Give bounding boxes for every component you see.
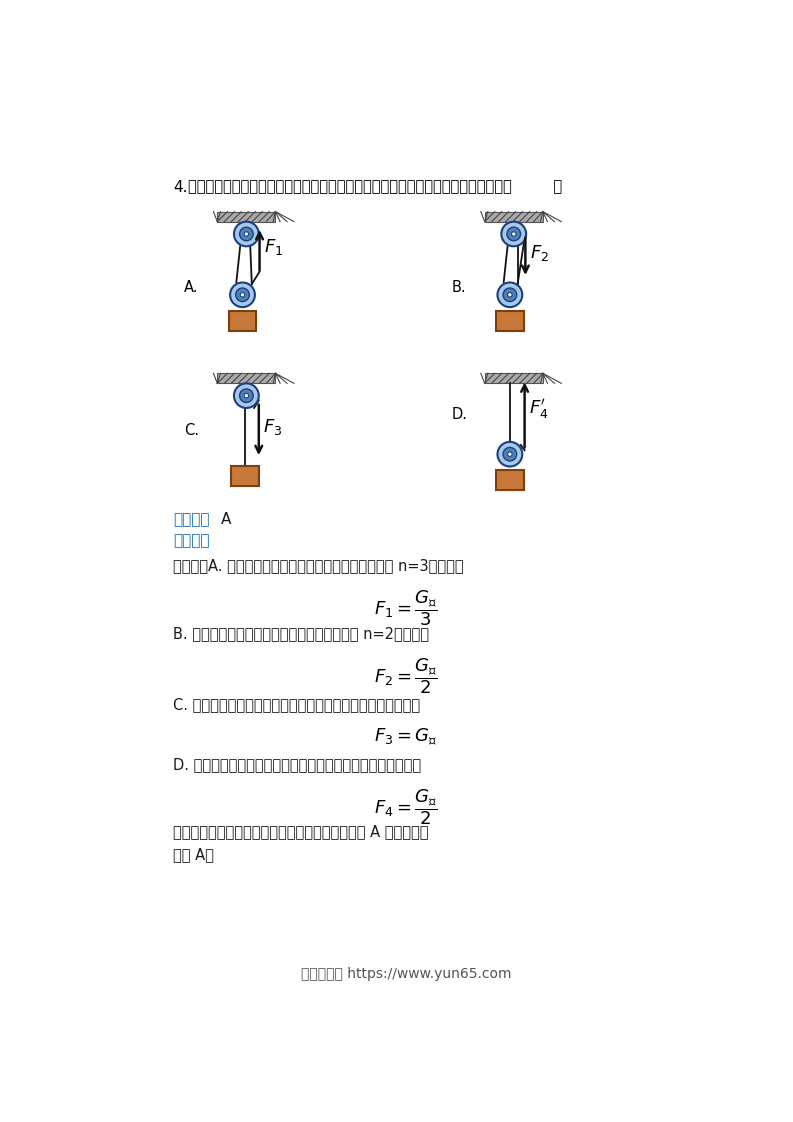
Text: A.: A. — [185, 279, 199, 295]
Text: D.: D. — [452, 406, 468, 422]
Circle shape — [501, 222, 526, 247]
Text: 【详解】A. 不计滑轮重、绳重和摩擦，承重绳子的段数 n=3，则拉力: 【详解】A. 不计滑轮重、绳重和摩擦，承重绳子的段数 n=3，则拉力 — [173, 558, 463, 573]
Text: $F_3$: $F_3$ — [263, 417, 283, 436]
Text: $F_1$: $F_1$ — [264, 237, 283, 257]
Circle shape — [503, 288, 517, 302]
Text: D. 动滑轮相当于省力杠杆，不计滑轮重、绳重和摩擦，则拉力: D. 动滑轮相当于省力杠杆，不计滑轮重、绳重和摩擦，则拉力 — [173, 757, 421, 772]
Text: $F_4=\dfrac{G_{\rm 物}}{2}$: $F_4=\dfrac{G_{\rm 物}}{2}$ — [374, 788, 438, 827]
Text: $F_2$: $F_2$ — [530, 243, 549, 264]
Circle shape — [234, 222, 259, 247]
Text: 云锋学科网 https://www.yun65.com: 云锋学科网 https://www.yun65.com — [301, 967, 511, 981]
Circle shape — [234, 384, 259, 408]
Text: 【解析】: 【解析】 — [173, 533, 209, 549]
Text: $F_1=\dfrac{G_{\rm 物}}{3}$: $F_1=\dfrac{G_{\rm 物}}{3}$ — [374, 589, 438, 628]
Circle shape — [497, 442, 523, 467]
Circle shape — [507, 227, 520, 241]
Bar — [217, 374, 275, 384]
Bar — [217, 212, 275, 222]
Circle shape — [244, 394, 249, 398]
Circle shape — [503, 448, 517, 461]
Bar — [496, 470, 524, 490]
Circle shape — [497, 283, 523, 307]
Text: C.: C. — [185, 423, 199, 439]
Text: B. 不计滑轮重、绳重和摩擦，承重绳子的段数 n=2，则拉力: B. 不计滑轮重、绳重和摩擦，承重绳子的段数 n=2，则拉力 — [173, 626, 429, 641]
Text: $F_3=G_{\rm 物}$: $F_3=G_{\rm 物}$ — [374, 726, 438, 746]
Text: 【答案】: 【答案】 — [173, 512, 209, 527]
Text: $F_4'$: $F_4'$ — [529, 397, 549, 421]
Circle shape — [508, 293, 512, 297]
Text: 综上，四种装置匀速提升同一重物，则最省力的是 A 中的装置。: 综上，四种装置匀速提升同一重物，则最省力的是 A 中的装置。 — [173, 825, 428, 839]
Text: 4.: 4. — [173, 180, 187, 194]
Text: B.: B. — [452, 279, 466, 295]
Circle shape — [239, 227, 253, 241]
Bar — [485, 374, 543, 384]
Bar — [496, 311, 524, 331]
Text: 分别使用图中四种装置匀速提升同一重物，不计滑轮重、绳重和摩擦，最省力的是（         ）: 分别使用图中四种装置匀速提升同一重物，不计滑轮重、绳重和摩擦，最省力的是（ ） — [188, 180, 562, 194]
Circle shape — [236, 288, 249, 302]
Text: $F_2=\dfrac{G_{\rm 物}}{2}$: $F_2=\dfrac{G_{\rm 物}}{2}$ — [374, 656, 438, 696]
Bar — [231, 466, 259, 486]
Text: C. 定滑轮相当于等臂杠杆，不计滑轮重、绳重和摩擦，则拉力: C. 定滑轮相当于等臂杠杆，不计滑轮重、绳重和摩擦，则拉力 — [173, 697, 419, 711]
Circle shape — [239, 389, 253, 403]
Bar — [228, 311, 256, 331]
Bar — [485, 212, 543, 222]
Text: 故选 A。: 故选 A。 — [173, 847, 213, 862]
Circle shape — [511, 232, 516, 237]
Circle shape — [230, 283, 255, 307]
Circle shape — [508, 452, 512, 457]
Circle shape — [244, 232, 249, 237]
Circle shape — [240, 293, 245, 297]
Text: A: A — [220, 512, 232, 527]
